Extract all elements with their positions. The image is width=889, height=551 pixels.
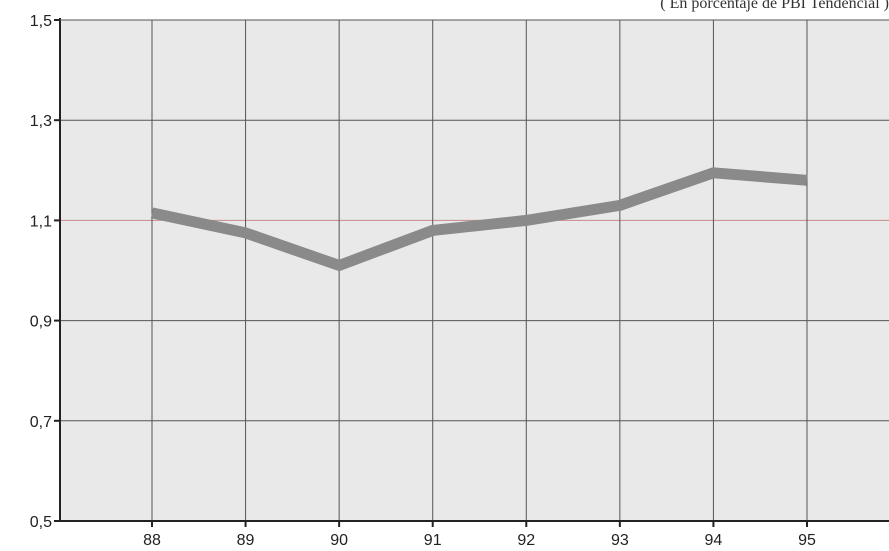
plot-area bbox=[60, 20, 889, 521]
x-tick-label: 93 bbox=[611, 532, 629, 549]
y-tick-label: 0,9 bbox=[30, 314, 52, 331]
x-tick-label: 89 bbox=[237, 532, 255, 549]
x-tick-label: 88 bbox=[143, 532, 161, 549]
series-group bbox=[150, 167, 808, 271]
y-axis: 0,5 0,7 0,9 1,1 1,3 1,5 bbox=[30, 13, 60, 531]
axes bbox=[59, 18, 889, 522]
x-tick-label: 90 bbox=[330, 532, 348, 549]
x-tick-label: 92 bbox=[517, 532, 535, 549]
y-tick-label: 1,1 bbox=[30, 213, 52, 230]
x-tick-label: 94 bbox=[705, 532, 723, 549]
series-line bbox=[150, 167, 808, 271]
y-tick-label: 0,7 bbox=[30, 414, 52, 431]
x-axis: 88 89 90 91 92 93 94 95 bbox=[143, 521, 816, 549]
y-tick-label: 1,5 bbox=[30, 13, 52, 30]
x-tick-label: 95 bbox=[798, 532, 816, 549]
chart-subtitle: ( En porcentaje de PBI Tendencial ) bbox=[660, 0, 889, 12]
x-tick-label: 91 bbox=[424, 532, 442, 549]
y-tick-label: 1,3 bbox=[30, 113, 52, 130]
y-tick-label: 0,5 bbox=[30, 514, 52, 531]
